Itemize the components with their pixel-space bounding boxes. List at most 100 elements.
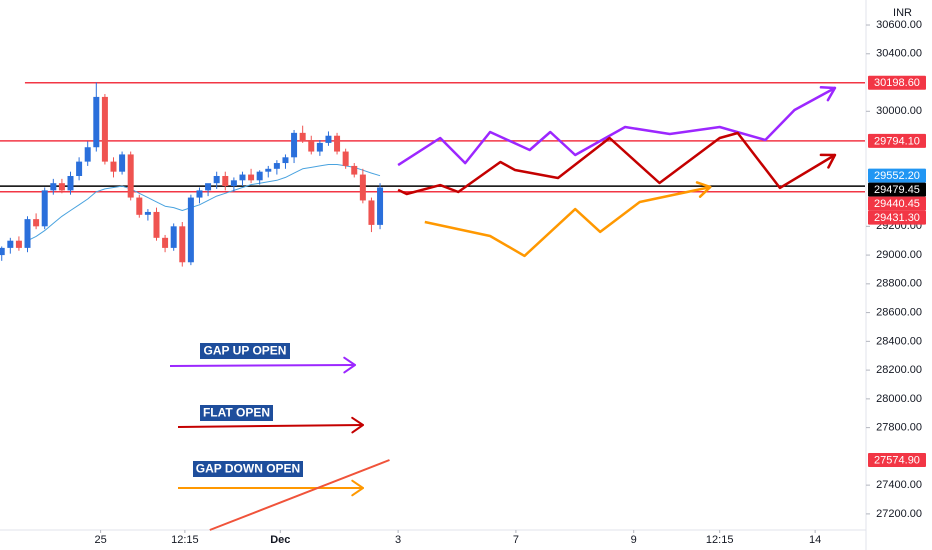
annotations: GAP UP OPEN FLAT OPEN GAP DOWN OPEN [169, 343, 364, 497]
annotation-arrow-head [343, 364, 356, 374]
candle-body [316, 142, 323, 152]
candle-body [334, 135, 341, 152]
candle-body [67, 175, 74, 191]
annotation-arrow-head [351, 479, 364, 489]
y-tick-label: 28000.00 [876, 393, 922, 405]
candle-body [76, 161, 83, 176]
price-label: 30198.60 [874, 77, 920, 89]
currency-label: INR [893, 7, 912, 19]
y-tick-label: 28200.00 [876, 364, 922, 376]
candle-body [222, 175, 229, 187]
x-tick-label: 9 [631, 534, 637, 546]
candle-body [127, 154, 134, 198]
price-label-box [868, 196, 926, 211]
arrow-head [698, 185, 712, 198]
annotation-box [200, 343, 290, 359]
candle-body [24, 219, 31, 248]
price-label-box [868, 210, 926, 225]
y-tick-label: 28400.00 [876, 335, 922, 347]
candle-body [265, 168, 272, 172]
candle-body [33, 219, 40, 227]
candle-body [239, 174, 246, 181]
x-tick-label: 3 [395, 534, 401, 546]
candle-body [144, 211, 151, 215]
candle-body [15, 240, 22, 248]
candle-body [359, 174, 366, 201]
price-label: 29552.20 [874, 170, 920, 182]
candle-body [7, 240, 14, 248]
candle-body [50, 183, 57, 191]
y-tick-label: 27800.00 [876, 422, 922, 434]
y-tick-label: 27200.00 [876, 508, 922, 520]
candle-body [205, 183, 212, 191]
x-tick-label: 25 [94, 534, 106, 546]
x-tick-label: 12:15 [706, 534, 734, 546]
arrow-head [695, 181, 712, 189]
y-tick-label: 30600.00 [876, 19, 922, 31]
annotation-arrow-head [351, 487, 364, 497]
price-label: 27574.90 [874, 454, 920, 466]
price-label: 29794.10 [874, 135, 920, 147]
arrow-head [826, 86, 837, 102]
annotation-box [200, 405, 273, 421]
candle-body [110, 161, 117, 172]
projection-line [424, 185, 711, 258]
candle-body [308, 140, 315, 152]
candle-body [299, 132, 306, 141]
candle-body [325, 135, 332, 143]
candle-body [377, 187, 384, 225]
arrow-head [819, 86, 837, 90]
price-label-box [868, 75, 926, 90]
projection-line [397, 131, 836, 196]
annotation-arrow-head [343, 356, 356, 366]
candle-body [291, 132, 298, 158]
candle-body [136, 197, 143, 215]
price-label-box [868, 133, 926, 148]
price-label-box [868, 452, 926, 467]
y-tick-label: 30400.00 [876, 48, 922, 60]
annotation-text: GAP DOWN OPEN [196, 462, 300, 476]
candle-body [342, 151, 349, 166]
candle-body [230, 180, 237, 187]
x-tick-label: Dec [270, 534, 290, 546]
x-tick-label: 12:15 [171, 534, 199, 546]
candle-body [101, 96, 108, 162]
candle-body [162, 237, 169, 248]
candle-body [179, 226, 186, 263]
candle-body [119, 154, 126, 172]
price-label: 29440.45 [874, 198, 920, 210]
candle-body [273, 163, 280, 169]
annotation-arrow [177, 424, 364, 428]
trendline [209, 459, 390, 531]
y-tick-label: 29000.00 [876, 249, 922, 261]
candle-body [351, 165, 358, 175]
candle-body [368, 200, 375, 225]
candle-body [58, 183, 65, 191]
price-label: 29479.45 [874, 184, 920, 196]
candle-body [282, 157, 289, 164]
candle-body [93, 96, 100, 148]
projection-line [397, 86, 836, 167]
annotation-arrow-head [351, 424, 364, 434]
annotation-arrow [169, 364, 356, 367]
y-tick-label: 27400.00 [876, 479, 922, 491]
y-tick-label: 28800.00 [876, 278, 922, 290]
annotation-arrow-head [351, 416, 364, 426]
candle-body [248, 174, 255, 181]
candle-body [256, 171, 263, 181]
candle-body [170, 226, 177, 248]
annotation-box [193, 461, 303, 477]
moving-average [27, 164, 381, 242]
candle-body [84, 147, 91, 162]
price-label-box [868, 182, 926, 197]
candle-body [213, 175, 220, 184]
y-tick-label: 30000.00 [876, 105, 922, 117]
price-label: 29431.30 [874, 212, 920, 224]
y-tick-label: 28600.00 [876, 306, 922, 318]
x-tick-label: 14 [809, 534, 821, 546]
annotation-text: GAP UP OPEN [204, 344, 287, 358]
candle-body [187, 197, 194, 263]
candle-body [153, 211, 160, 238]
